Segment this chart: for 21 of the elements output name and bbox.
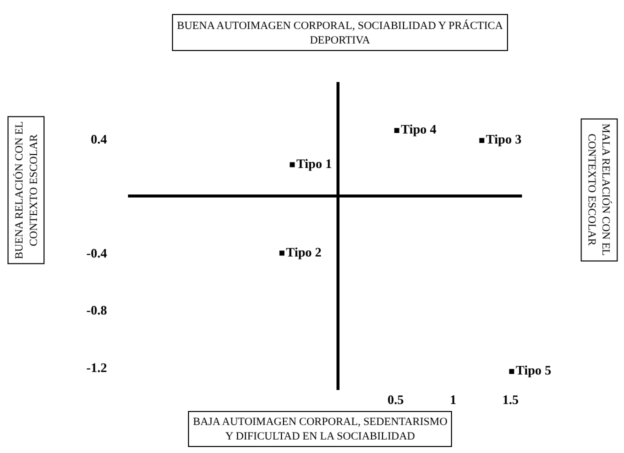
series-label: Tipo 5 [516,362,552,378]
text: BUENA RELACIÓN CON EL CONTEXTO ESCOLAR [12,121,40,260]
series-label: Tipo 1 [296,156,332,171]
text: BUENA AUTOIMAGEN CORPORAL, SOCIABILIDAD Y PRÁCTICA DEPORTIVA [177,19,503,46]
x-tick-label: 0.5 [388,392,404,407]
y-tick-label: -0.8 [86,302,108,318]
series-label: Tipo 3 [486,132,522,147]
point [290,162,295,168]
point [394,128,400,133]
y-tick-label: -0.4 [86,246,108,261]
point [509,368,514,374]
series-label: Tipo 2 [286,244,322,260]
point [279,250,284,256]
y-tick-label: 0.4 [90,132,108,147]
x-tick-label: 1.5 [502,392,520,407]
y-tick-label: -1.2 [86,360,107,375]
text: BAJA AUTOIMAGEN CORPORAL, SEDENTARISMO Y DIFICULTAD EN LA SOCIABILIDAD [193,416,448,442]
point [479,138,484,143]
x-tick-label: 1 [450,392,456,407]
text: MALA RELACIÓN CON EL CONTEXTO ESCOLAR [585,123,613,256]
series-label: Tipo 4 [400,122,437,137]
